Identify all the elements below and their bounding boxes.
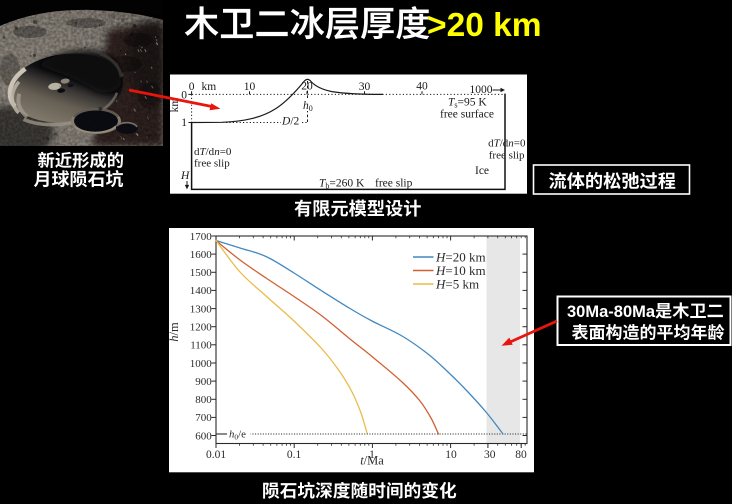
svg-text:1000: 1000 [470,84,493,96]
svg-text:0: 0 [181,90,187,102]
svg-text:km: km [169,98,181,113]
svg-text:H=10 km: H=10 km [435,263,486,278]
svg-text:t/Ma: t/Ma [360,454,384,468]
svg-text:h0: h0 [303,100,313,113]
svg-text:1300: 1300 [190,303,213,315]
svg-text:1700: 1700 [190,231,213,243]
svg-text:10: 10 [445,449,457,461]
svg-text:40: 40 [416,81,428,93]
svg-text:H=20 km: H=20 km [435,250,486,265]
svg-text:h0/e: h0/e [229,429,246,442]
svg-text:free slip: free slip [194,158,230,170]
svg-text:1000: 1000 [190,358,213,370]
svg-text:30: 30 [484,449,496,461]
svg-text:1: 1 [181,117,187,129]
svg-text:>20 km: >20 km [427,7,542,44]
svg-text:free surface: free surface [440,109,494,121]
svg-text:Ice: Ice [475,165,489,177]
svg-text:0.01: 0.01 [206,449,226,461]
svg-text:1200: 1200 [190,322,213,334]
svg-text:0: 0 [189,81,195,93]
svg-text:30Ma-80Ma: 30Ma-80Ma [567,303,656,321]
svg-text:h/m: h/m [167,322,181,342]
svg-text:dT/dn=0: dT/dn=0 [488,138,526,150]
svg-text:600: 600 [195,430,212,442]
svg-text:D/2: D/2 [281,116,300,128]
svg-text:1400: 1400 [190,285,213,297]
svg-text:H=5 km: H=5 km [435,277,479,292]
svg-text:30: 30 [359,81,371,93]
svg-text:10: 10 [244,81,256,93]
svg-text:1100: 1100 [190,340,212,352]
svg-text:1600: 1600 [190,249,213,261]
svg-text:Tb=260 K: Tb=260 K [319,178,365,191]
svg-text:1500: 1500 [190,267,213,279]
svg-text:Ts=95 K: Ts=95 K [448,97,487,110]
svg-text:700: 700 [195,412,212,424]
svg-text:800: 800 [195,394,212,406]
svg-text:free slip: free slip [489,150,525,162]
svg-text:0.1: 0.1 [287,449,302,461]
svg-text:80: 80 [515,449,527,461]
svg-text:dT/dn=0: dT/dn=0 [194,146,232,158]
svg-text:free slip: free slip [375,178,413,190]
svg-text:km: km [202,81,217,93]
svg-text:H: H [180,170,190,182]
svg-text:1: 1 [369,449,375,461]
svg-text:900: 900 [195,376,212,388]
